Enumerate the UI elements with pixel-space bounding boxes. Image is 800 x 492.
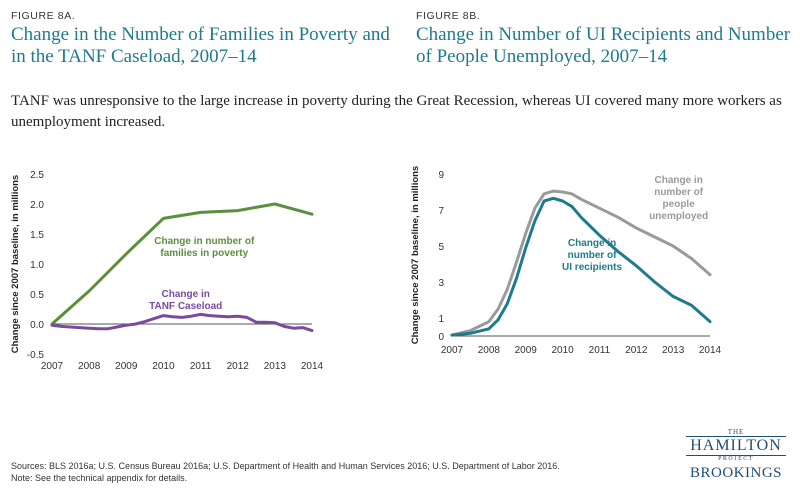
ui-unemployment-chart: 0 1 3 5 7 9 2007 2008 2009 2010 2011 2012 2013 2014 Ch… <box>410 166 722 356</box>
series-annotation: Change in number of people unemployed <box>649 175 708 222</box>
series-annotation: Change in number of families in poverty <box>154 236 255 259</box>
y-axis-label: Change since 2007 baseline, in millions <box>410 166 421 344</box>
hamilton-brookings-logo: THE HAMILTON PROJECT BROOKINGS <box>676 428 796 482</box>
series-line <box>50 202 314 326</box>
y-tick-label: 1 <box>438 314 444 325</box>
x-tick-label: 2014 <box>699 345 722 356</box>
x-tick-label: 2011 <box>589 345 611 356</box>
x-tick-label: 2011 <box>190 361 212 372</box>
figure-8b-label: FIGURE 8B. <box>416 10 481 22</box>
logo-the: THE <box>727 428 745 436</box>
y-tick-label: 3 <box>438 278 444 289</box>
footer: Sources: BLS 2016a; U.S. Census Bureau 2… <box>11 460 560 484</box>
x-tick-label: 2010 <box>551 345 574 356</box>
series-annotation: Change in number of UI recipients <box>562 238 622 273</box>
x-tick-label: 2009 <box>115 361 138 372</box>
x-tick-label: 2012 <box>625 345 648 356</box>
logo-hamilton: HAMILTON <box>686 436 786 456</box>
sources-text: Sources: BLS 2016a; U.S. Census Bureau 2… <box>11 461 560 471</box>
figure-8a-label: FIGURE 8A. <box>11 10 76 22</box>
x-tick-label: 2013 <box>662 345 685 356</box>
series-annotation: Change in TANF Caseload <box>149 289 222 312</box>
y-tick-label: 2.0 <box>30 200 44 211</box>
x-tick-label: 2007 <box>441 345 464 356</box>
y-tick-label: 0 <box>438 332 444 343</box>
figure-8b-title: Change in Number of UI Recipients and Nu… <box>416 24 791 67</box>
logo-brookings: BROOKINGS <box>689 465 782 481</box>
figure-8a-title: Change in the Number of Families in Pove… <box>11 24 390 67</box>
chart-subtitle: TANF was unresponsive to the large incre… <box>11 93 782 130</box>
y-tick-label: 7 <box>438 206 444 217</box>
x-tick-label: 2009 <box>515 345 538 356</box>
series-line <box>450 189 712 337</box>
y-tick-label: -0.5 <box>27 350 45 361</box>
x-tick-label: 2010 <box>152 361 175 372</box>
poverty-tanf-chart: -0.5 0.0 0.5 1.0 1.5 2.0 2.5 2007 2008 2009 2010 20… <box>10 170 324 372</box>
x-tick-label: 2007 <box>41 361 64 372</box>
series-line <box>450 196 712 337</box>
y-tick-label: 0.0 <box>30 320 44 331</box>
y-axis-label: Change since 2007 baseline, in millions <box>10 175 21 353</box>
x-tick-label: 2008 <box>478 345 501 356</box>
x-tick-label: 2014 <box>301 361 324 372</box>
y-tick-label: 0.5 <box>30 290 44 301</box>
logo-project: PROJECT <box>718 456 754 462</box>
note-text: Note: See the technical appendix for det… <box>11 473 188 483</box>
x-tick-label: 2012 <box>227 361 250 372</box>
series-line <box>50 312 314 333</box>
y-tick-label: 5 <box>438 242 444 253</box>
x-tick-label: 2013 <box>264 361 287 372</box>
y-tick-label: 2.5 <box>30 170 44 181</box>
y-tick-label: 1.0 <box>30 260 44 271</box>
y-tick-label: 1.5 <box>30 230 44 241</box>
y-tick-label: 9 <box>438 170 444 181</box>
x-tick-label: 2008 <box>78 361 101 372</box>
